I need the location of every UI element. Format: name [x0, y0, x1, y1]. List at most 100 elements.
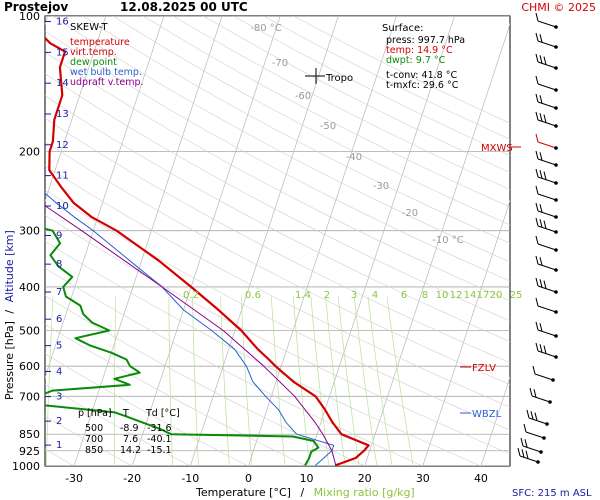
isotherm-line	[248, 16, 397, 466]
mixing-ratio-label: 1.4	[295, 290, 311, 301]
mixing-ratio-label: 6	[401, 290, 407, 301]
wind-barb	[523, 423, 546, 440]
sfc-label: SFC: 215 m ASL	[512, 488, 592, 499]
wind-barb	[535, 321, 558, 338]
temperature-tick-label: 40	[474, 472, 488, 485]
table-row-p: 500	[85, 423, 103, 434]
legend-dew-point: dew point	[70, 57, 117, 68]
mixing-ratio-line	[270, 296, 286, 466]
wind-barb	[535, 111, 558, 128]
mixing-ratio-line	[240, 296, 253, 466]
legend-virt-temp: virt.temp.	[70, 47, 117, 58]
isotherm-line	[189, 16, 339, 466]
isotherm-label: -10 °C	[432, 235, 464, 246]
altitude-tick-label: 14	[56, 78, 69, 89]
isotherm-line	[131, 16, 281, 466]
tropo-label: Tropo	[325, 73, 353, 84]
altitude-tick-label: 8	[56, 259, 62, 270]
isotherm-label: -80 °C	[250, 23, 282, 34]
isotherm-label: -20	[402, 208, 418, 219]
wind-barb	[535, 75, 558, 92]
legend-wet-bulb: wet bulb temp.	[70, 67, 142, 78]
dry-adiabat	[45, 323, 307, 466]
isotherm-label: -30	[373, 181, 389, 192]
wind-barb	[535, 185, 558, 202]
mixing-ratio-label: 12	[450, 290, 463, 301]
pressure-tick-label: 850	[19, 428, 40, 441]
table-row-p: 850	[85, 445, 103, 456]
dry-adiabat	[112, 16, 510, 226]
level-markers: Tropo MXWS FZLV WBZL	[305, 68, 521, 420]
dry-adiabat	[45, 240, 482, 466]
table-row-t: -8.9	[120, 423, 139, 434]
mixing-ratio-label: 8	[422, 290, 428, 301]
altitude-tick-label: 5	[56, 341, 62, 352]
datetime-label: 12.08.2025 00 UTC	[120, 0, 248, 14]
table-header-td: Td [°C]	[145, 408, 180, 419]
mxws-label: MXWS	[481, 143, 513, 154]
isotherm-line	[480, 376, 510, 466]
pressure-tick-label: 100	[19, 10, 40, 23]
t-mxfc: t-mxfc: 29.6 °C	[386, 80, 459, 91]
wind-barb	[535, 53, 558, 70]
mixing-ratio-line	[325, 296, 346, 466]
altitude-tick-label: 4	[56, 366, 62, 377]
temperature-tick-label: -20	[123, 472, 141, 485]
wbzl-label: WBZL	[472, 409, 502, 420]
mixing-ratio-line	[310, 296, 330, 466]
dry-adiabat	[45, 214, 510, 455]
table-row-td: -40.1	[147, 434, 172, 445]
copyright-label: CHMI © 2025	[521, 1, 596, 14]
wind-barb	[535, 202, 558, 219]
mixing-ratio-label: 0.6	[245, 290, 261, 301]
mixing-ratio-label: 4	[372, 290, 378, 301]
table-row-td: -15.1	[147, 445, 172, 456]
altitude-tick-label: 13	[56, 109, 69, 120]
altitude-tick-label: 2	[56, 416, 62, 427]
isotherm-line	[422, 199, 510, 466]
wind-barb	[535, 342, 558, 359]
table-header-t: T	[122, 408, 129, 419]
mixing-ratio-line	[45, 296, 54, 466]
wind-barb	[532, 365, 555, 382]
mixing-ratio-line	[353, 296, 378, 466]
series-temperature	[45, 36, 370, 466]
legend: SKEW-T temperature virt.temp. dew point …	[70, 22, 144, 88]
wind-barb	[535, 277, 558, 294]
profile-lines	[45, 36, 370, 466]
legend-title: SKEW-T	[70, 22, 108, 33]
altitude-tick-label: 9	[56, 230, 62, 241]
altitude-tick-label: 7	[56, 287, 62, 298]
x-axis-title: Temperature [°C] / Mixing ratio [g/kg]	[195, 486, 415, 499]
pressure-tick-label: 700	[19, 390, 40, 403]
wind-barb	[535, 12, 558, 29]
table-row-t: 7.6	[123, 434, 138, 445]
dry-adiabat	[45, 30, 510, 282]
dry-adiabat	[82, 16, 510, 244]
isotherm-label: -60	[295, 91, 311, 102]
isotherm-line	[539, 16, 600, 466]
dry-adiabat	[45, 141, 510, 385]
wind-barb	[535, 133, 558, 150]
altitude-tick-label: 6	[56, 314, 62, 325]
temperature-tick-label: -10	[181, 472, 199, 485]
wind-barb	[535, 150, 558, 167]
altitude-tick-label: 12	[56, 140, 69, 151]
isotherm-line	[45, 16, 107, 203]
pressure-tick-label: 500	[19, 325, 40, 338]
mixing-ratio-line	[367, 296, 393, 466]
dry-adiabat	[45, 189, 510, 431]
mixing-ratio-line	[337, 296, 360, 466]
dry-adiabat	[45, 51, 510, 302]
mixing-ratio-label: 14	[464, 290, 477, 301]
table-row-td: -31.6	[147, 423, 172, 434]
altitude-tick-label: 3	[56, 392, 62, 403]
altitude-tick-label: 1	[56, 440, 62, 451]
temperature-tick-label: -30	[65, 472, 83, 485]
isotherm-line	[364, 23, 510, 466]
legend-temperature: temperature	[70, 37, 130, 48]
dry-adiabat	[142, 16, 510, 208]
isotherm-line	[45, 16, 165, 379]
temperature-tick-label: 20	[358, 472, 372, 485]
